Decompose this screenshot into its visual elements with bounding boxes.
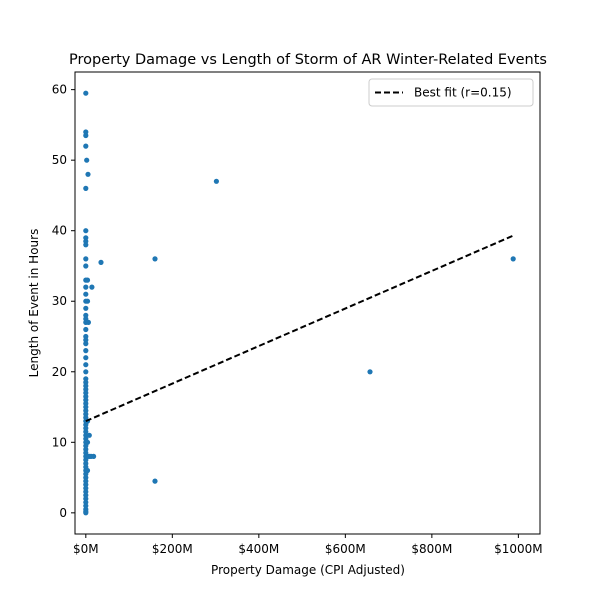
data-point — [83, 443, 89, 449]
data-point — [83, 362, 89, 368]
data-point — [83, 496, 89, 502]
data-point — [83, 256, 89, 262]
data-point — [84, 277, 91, 283]
data-point — [83, 284, 89, 290]
data-point — [83, 337, 89, 343]
data-point — [83, 263, 89, 269]
data-point — [85, 319, 91, 325]
data-point — [83, 390, 89, 396]
data-point — [98, 259, 104, 265]
data-point — [83, 510, 89, 516]
data-point — [86, 432, 92, 438]
data-point — [83, 305, 89, 311]
legend-label: Best fit (r=0.15) — [414, 86, 512, 100]
data-point — [83, 348, 89, 354]
data-point — [152, 256, 158, 262]
y-tick-label: 20 — [52, 365, 67, 379]
legend: Best fit (r=0.15) — [368, 78, 534, 107]
data-point — [84, 298, 91, 304]
y-axis-ticks: 0 10 20 30 40 50 60 — [52, 83, 75, 520]
data-point — [152, 478, 158, 484]
y-tick-label: 50 — [52, 153, 67, 167]
y-tick-label: 0 — [59, 506, 67, 520]
data-point — [83, 471, 89, 477]
data-point — [83, 132, 89, 139]
y-tick-label: 10 — [52, 435, 67, 449]
best-fit-line — [85, 234, 514, 423]
x-axis-label: Property Damage (CPI Adjusted) — [211, 563, 405, 577]
plot-area — [75, 72, 540, 534]
data-point — [510, 256, 516, 262]
data-point — [83, 291, 89, 297]
y-axis-label: Length of Event in Hours — [27, 229, 41, 378]
data-point — [83, 457, 89, 463]
data-point — [83, 326, 89, 333]
data-point — [91, 453, 97, 459]
x-tick-label: $800M — [411, 542, 452, 556]
data-point — [83, 482, 89, 488]
data-point — [89, 284, 95, 290]
data-point — [83, 228, 89, 234]
data-point — [83, 369, 89, 375]
x-tick-label: $0M — [73, 542, 99, 556]
scatter-points — [83, 90, 516, 516]
data-point — [367, 369, 373, 375]
y-tick-label: 60 — [52, 83, 67, 97]
data-point — [83, 90, 89, 96]
x-tick-label: $1000M — [494, 542, 543, 556]
data-point — [213, 178, 219, 184]
y-tick-label: 30 — [52, 294, 67, 308]
x-tick-label: $600M — [325, 542, 366, 556]
data-point — [85, 171, 91, 177]
plot-frame — [74, 71, 541, 535]
data-point — [83, 143, 89, 149]
data-point — [83, 404, 89, 410]
data-point — [83, 376, 89, 382]
data-point — [83, 341, 89, 347]
x-tick-label: $200M — [152, 542, 193, 556]
data-point — [83, 429, 89, 435]
data-point — [84, 157, 90, 163]
data-point — [83, 355, 89, 361]
data-point — [83, 312, 89, 318]
legend-box — [368, 78, 534, 107]
y-tick-label: 40 — [52, 224, 67, 238]
data-point — [83, 242, 89, 248]
x-tick-label: $400M — [238, 542, 279, 556]
data-point — [83, 185, 89, 191]
x-axis-ticks: $0M $200M $400M $600M $800M $1000M — [73, 534, 543, 556]
chart-title: Property Damage vs Length of Storm of AR… — [69, 52, 547, 68]
